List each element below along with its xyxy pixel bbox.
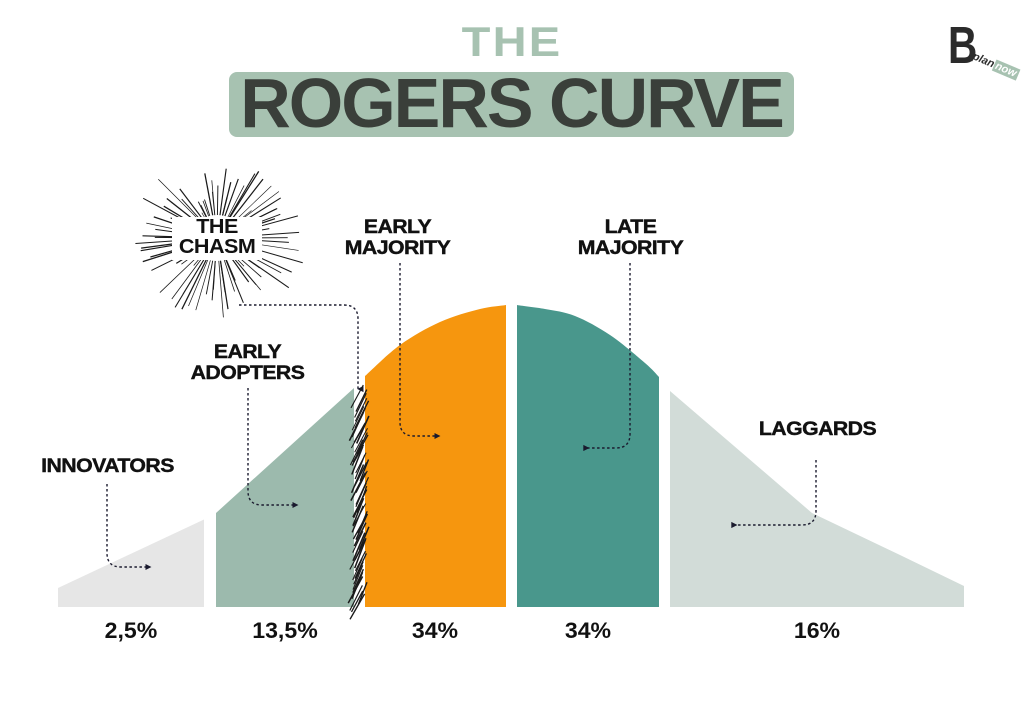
svg-text:CHASM: CHASM <box>179 236 255 258</box>
svg-text:THE: THE <box>196 216 238 238</box>
